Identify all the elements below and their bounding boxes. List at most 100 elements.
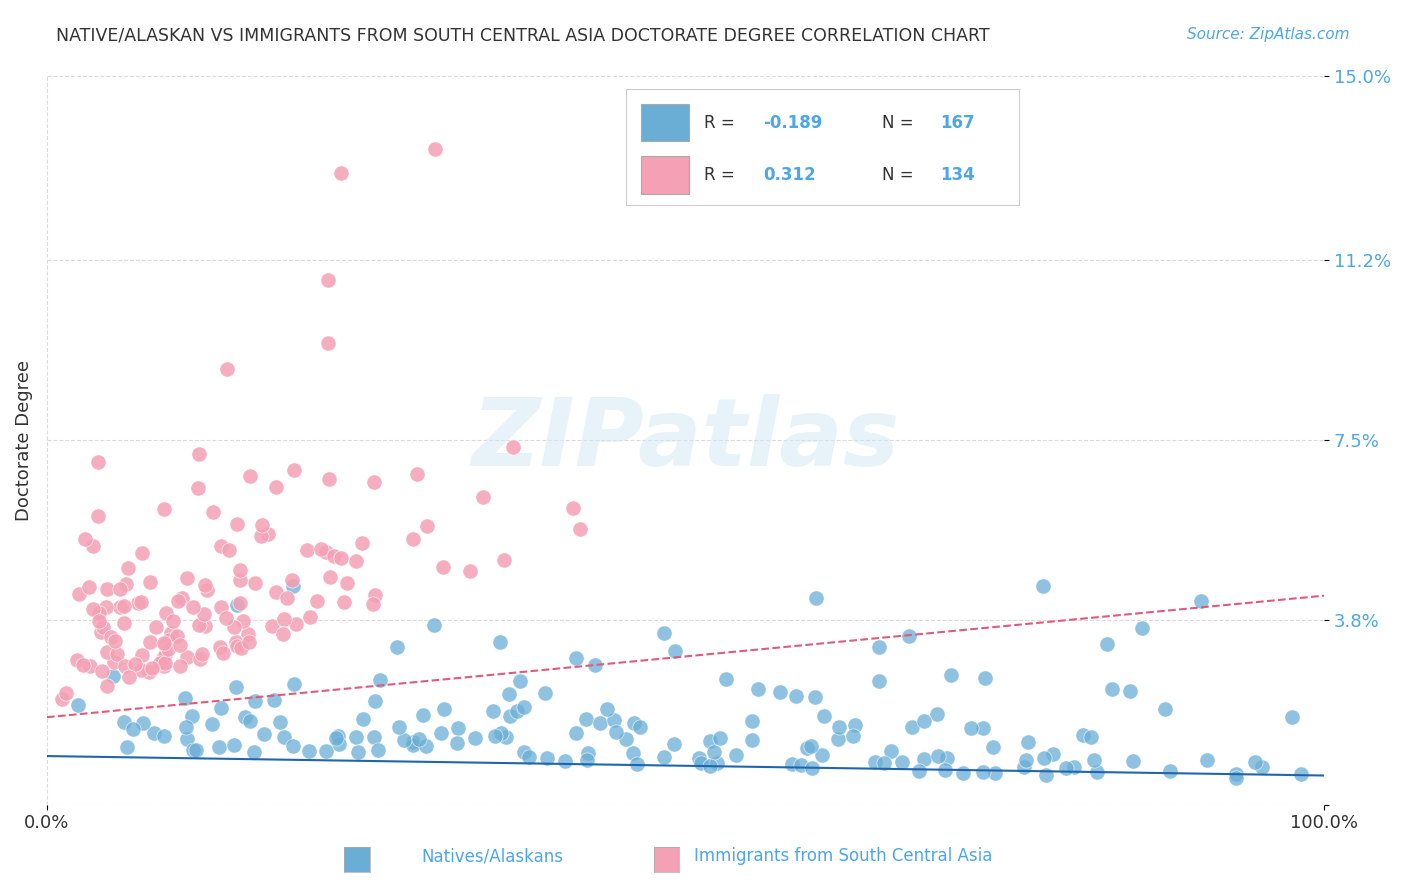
Point [596, 702, 619, 716]
Point [66, 653, 89, 667]
Point [87, 508, 110, 523]
Point [1012, 760, 1035, 774]
Point [1119, 684, 1142, 698]
Point [664, 644, 686, 658]
Point [423, 142, 446, 156]
Point [141, 661, 163, 675]
Point [75, 532, 97, 546]
Point [492, 553, 515, 567]
Point [257, 526, 280, 541]
Point [243, 576, 266, 591]
Point [352, 536, 374, 550]
Point [96, 679, 118, 693]
Point [162, 614, 184, 628]
Point [412, 707, 434, 722]
Point [952, 766, 974, 780]
Point [898, 629, 921, 643]
Point [131, 648, 153, 663]
Point [91, 664, 114, 678]
Point [489, 726, 512, 740]
Point [176, 731, 198, 746]
Point [194, 619, 217, 633]
Point [176, 720, 198, 734]
Point [117, 739, 139, 754]
Point [984, 765, 1007, 780]
Point [82, 539, 104, 553]
Point [194, 578, 217, 592]
Point [96, 645, 118, 659]
Text: N =: N = [882, 166, 918, 184]
Point [87, 614, 110, 628]
Point [688, 750, 710, 764]
Point [603, 713, 626, 727]
Point [166, 629, 188, 643]
Point [239, 714, 262, 728]
Point [224, 620, 246, 634]
Point [309, 541, 332, 556]
Point [863, 755, 886, 769]
Point [1080, 731, 1102, 745]
Point [284, 617, 307, 632]
Point [495, 730, 517, 744]
Point [79, 658, 101, 673]
Text: 0.312: 0.312 [763, 166, 815, 184]
Point [153, 659, 176, 673]
Point [972, 721, 994, 735]
Point [1225, 771, 1247, 785]
Point [129, 663, 152, 677]
Point [1042, 747, 1064, 761]
Point [315, 545, 337, 559]
Point [472, 490, 495, 504]
Point [813, 709, 835, 723]
Point [138, 665, 160, 679]
Point [1083, 754, 1105, 768]
Point [79, 581, 101, 595]
Point [1032, 751, 1054, 765]
Point [100, 630, 122, 644]
Point [55, 686, 77, 700]
Point [464, 731, 486, 745]
Point [117, 561, 139, 575]
Y-axis label: Doctorate Degree: Doctorate Degree [15, 359, 32, 521]
Point [118, 670, 141, 684]
Point [208, 739, 231, 754]
Point [1035, 768, 1057, 782]
Point [209, 539, 232, 553]
Point [363, 731, 385, 745]
Point [225, 635, 247, 649]
Point [271, 627, 294, 641]
Point [228, 563, 250, 577]
Point [796, 741, 818, 756]
Point [202, 505, 225, 519]
Point [90, 624, 112, 639]
Text: NATIVE/ALASKAN VS IMMIGRANTS FROM SOUTH CENTRAL ASIA DOCTORATE DEGREE CORRELATIO: NATIVE/ALASKAN VS IMMIGRANTS FROM SOUTH … [56, 27, 990, 45]
Point [873, 756, 896, 771]
Point [689, 756, 711, 770]
Point [741, 732, 763, 747]
Point [502, 440, 524, 454]
Point [159, 626, 181, 640]
Point [232, 614, 254, 628]
Point [402, 735, 425, 749]
Point [1063, 760, 1085, 774]
Point [238, 627, 260, 641]
Point [89, 607, 111, 621]
Point [482, 704, 505, 718]
Point [191, 647, 214, 661]
Point [153, 657, 176, 671]
Point [868, 640, 890, 654]
Point [588, 715, 610, 730]
Point [67, 587, 90, 601]
Point [263, 693, 285, 707]
Point [273, 612, 295, 626]
Point [156, 641, 179, 656]
Point [344, 730, 367, 744]
Point [152, 650, 174, 665]
Point [283, 739, 305, 753]
Point [329, 166, 352, 180]
Point [217, 361, 239, 376]
Point [298, 744, 321, 758]
Point [1054, 761, 1077, 775]
Point [103, 655, 125, 669]
Point [347, 745, 370, 759]
